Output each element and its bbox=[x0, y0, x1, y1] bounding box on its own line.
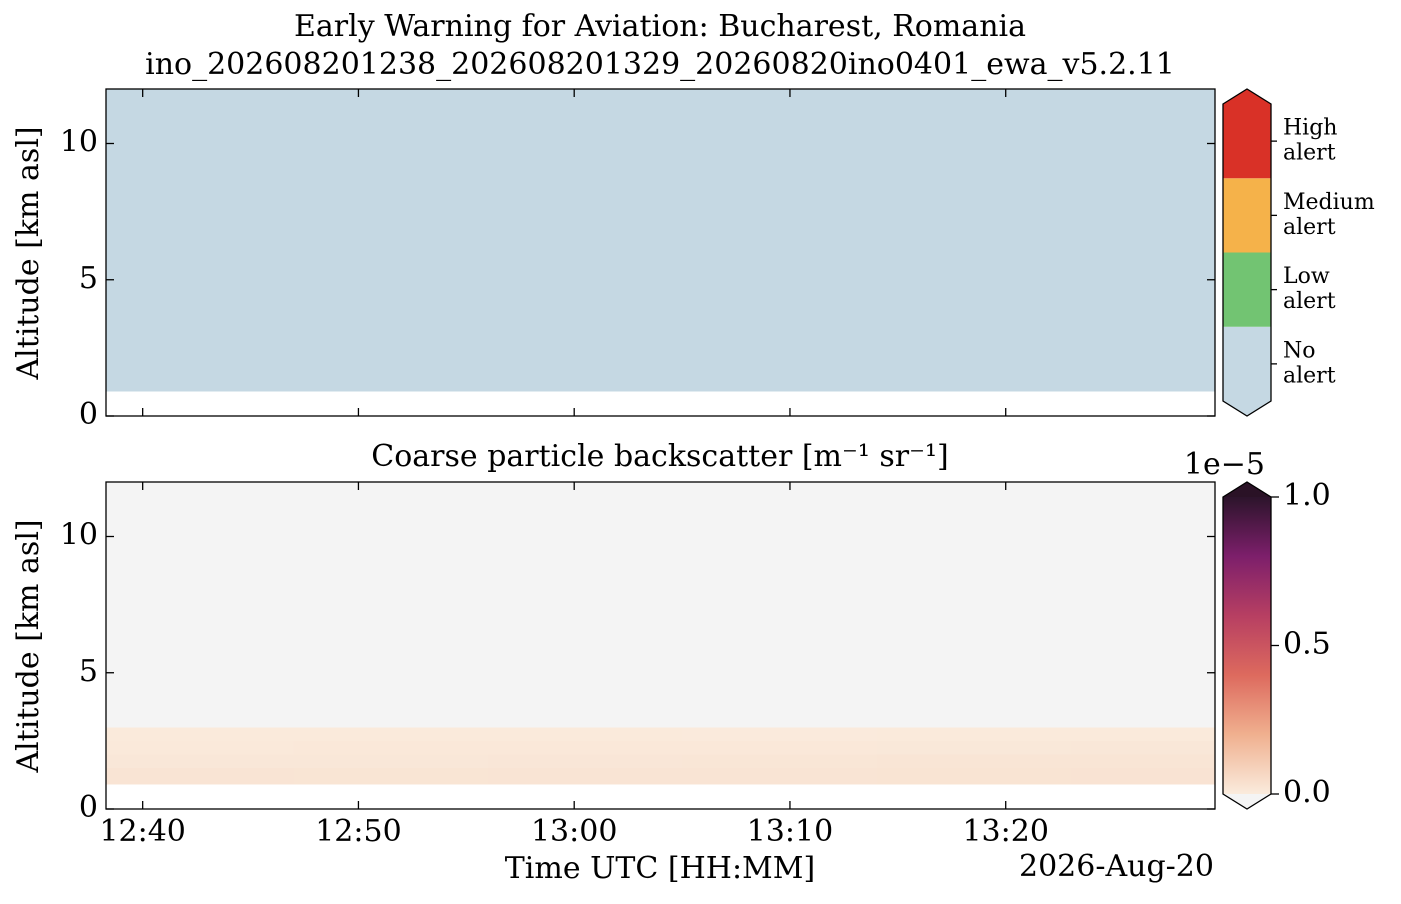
panel-title: Coarse particle backscatter [m⁻¹ sr⁻¹] bbox=[371, 439, 948, 474]
heatmap-cell bbox=[876, 754, 1071, 769]
y-tick-label: 10 bbox=[60, 518, 98, 553]
y-tick-label: 5 bbox=[79, 654, 98, 689]
heatmap-cell bbox=[876, 727, 1071, 741]
heatmap-cell bbox=[682, 768, 877, 785]
x-tick-label: 12:50 bbox=[315, 814, 401, 849]
heatmap-cell bbox=[293, 727, 488, 741]
heatmap-cell bbox=[106, 89, 1215, 392]
plot-frame bbox=[105, 481, 1216, 810]
colorbar-extend-min bbox=[1223, 401, 1271, 416]
heatmap-cell bbox=[682, 754, 877, 769]
x-tick-label: 13:10 bbox=[747, 814, 833, 849]
heatmap-cell bbox=[1070, 754, 1215, 769]
heatmap-cell bbox=[876, 482, 1071, 728]
heatmap-cell bbox=[1070, 727, 1215, 741]
heatmap-cell bbox=[1070, 482, 1215, 728]
heatmap-cell bbox=[293, 768, 488, 785]
colorbar-extend-min bbox=[1223, 794, 1271, 809]
heatmap-cell bbox=[1070, 768, 1215, 785]
x-tick-label: 13:00 bbox=[531, 814, 617, 849]
heatmap-cell bbox=[487, 482, 683, 728]
colorbar-tick-label: 0.0 bbox=[1283, 775, 1331, 810]
heatmap-cell bbox=[106, 754, 294, 769]
x-tick-label: 12:40 bbox=[99, 814, 185, 849]
heatmap-cell bbox=[487, 740, 683, 755]
x-tick-label: 13:20 bbox=[962, 814, 1048, 849]
y-axis-title: Altitude [km asl] bbox=[11, 126, 46, 380]
y-tick-label: 0 bbox=[79, 397, 98, 432]
colorbar-extend-max bbox=[1223, 89, 1271, 104]
heatmap-cell bbox=[106, 482, 294, 728]
heatmap-cell bbox=[682, 482, 877, 728]
heatmap-cell bbox=[487, 768, 683, 785]
heatmap-cell bbox=[682, 727, 877, 741]
chart-subtitle: ino_202608201238_202608201329_20260820in… bbox=[145, 47, 1175, 82]
colorbar-tick-label: 0.5 bbox=[1283, 627, 1331, 662]
heatmap-cell bbox=[106, 727, 294, 741]
y-axis-title: Altitude [km asl] bbox=[11, 519, 46, 773]
chart-title: Early Warning for Aviation: Bucharest, R… bbox=[294, 9, 1026, 44]
colorbar-offset: 1e−5 bbox=[1184, 447, 1265, 482]
heatmap-cell bbox=[293, 754, 488, 769]
colorbar bbox=[1223, 497, 1271, 794]
colorbar-label: No alert bbox=[1283, 338, 1336, 388]
colorbar-label: Low alert bbox=[1283, 264, 1336, 314]
heatmap-cell bbox=[487, 754, 683, 769]
colorbar-swatch bbox=[1223, 252, 1271, 327]
heatmap-cell bbox=[293, 740, 488, 755]
colorbar-label: High alert bbox=[1283, 116, 1337, 166]
colorbar-swatch bbox=[1223, 178, 1271, 253]
heatmap-cell bbox=[876, 740, 1071, 755]
colorbar-tick-label: 1.0 bbox=[1283, 478, 1331, 513]
colorbar-frame bbox=[1222, 88, 1272, 417]
y-tick-label: 0 bbox=[79, 790, 98, 825]
colorbar-swatch bbox=[1223, 104, 1271, 179]
plot-frame bbox=[105, 88, 1216, 417]
colorbar-label: Medium alert bbox=[1283, 190, 1375, 240]
date-label: 2026-Aug-20 bbox=[1019, 849, 1214, 884]
colorbar-swatch bbox=[1223, 326, 1271, 401]
y-tick-label: 5 bbox=[79, 261, 98, 296]
heatmap-cell bbox=[487, 727, 683, 741]
heatmap-cell bbox=[293, 482, 488, 728]
heatmap-cell bbox=[106, 740, 294, 755]
y-tick-label: 10 bbox=[60, 125, 98, 160]
heatmap-cell bbox=[1070, 740, 1215, 755]
x-axis-title: Time UTC [HH:MM] bbox=[505, 851, 815, 886]
heatmap-cell bbox=[876, 768, 1071, 785]
heatmap-cell bbox=[106, 768, 294, 785]
heatmap-cell bbox=[682, 740, 877, 755]
colorbar-extend-max bbox=[1223, 482, 1271, 497]
